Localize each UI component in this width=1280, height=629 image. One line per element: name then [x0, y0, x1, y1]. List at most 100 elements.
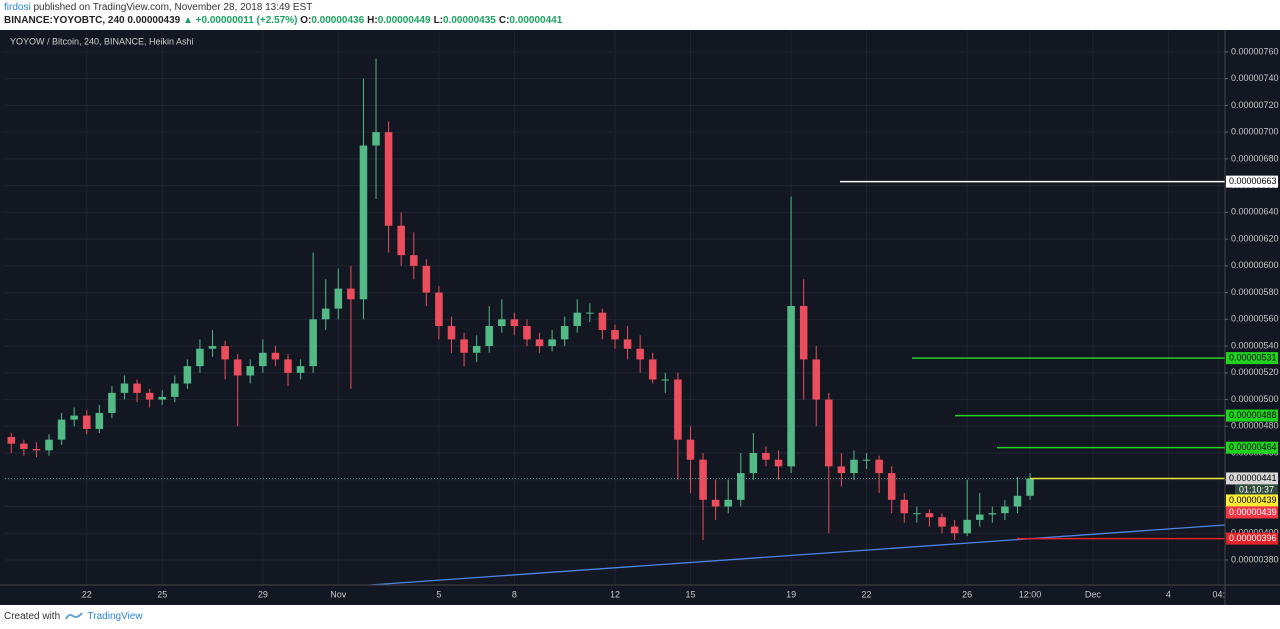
price-box	[1226, 409, 1278, 422]
y-tick-label: 0.00000380	[1231, 554, 1279, 564]
x-tick-label: 26	[962, 589, 972, 599]
price-box	[1226, 441, 1278, 454]
ohlc-value: 0.00000449	[377, 15, 431, 26]
price-box	[1226, 175, 1278, 188]
candle-body	[246, 366, 255, 376]
ohlc-value: 0.00000441	[509, 15, 563, 26]
candle-body	[523, 326, 531, 340]
candle-body	[259, 352, 267, 367]
candle-body	[82, 415, 91, 429]
candle-body	[623, 339, 632, 349]
candle-body	[975, 514, 984, 520]
background	[0, 30, 1280, 605]
candle-body	[963, 519, 971, 534]
price: 0.00000439	[127, 15, 181, 26]
y-tick-label: 0.00000680	[1231, 153, 1279, 163]
candle-body	[95, 412, 104, 429]
y-tick-label: 0.00000640	[1231, 207, 1279, 217]
candle-body	[120, 383, 129, 393]
price-box	[1226, 352, 1278, 365]
brand[interactable]: TradingView	[87, 611, 143, 622]
candle-body	[397, 225, 405, 256]
footer: Created with TradingView	[4, 611, 143, 622]
ohlc-key: C:	[498, 15, 510, 26]
candle-body	[900, 499, 909, 514]
y-tick-label: 0.00000740	[1231, 73, 1279, 83]
change: ▲ +0.00000011 (+2.57%)	[182, 15, 298, 26]
candle-body	[1013, 495, 1022, 507]
price-box-label: 0.00000441	[1229, 473, 1277, 483]
candle-body	[32, 449, 41, 451]
candle-body	[749, 453, 758, 474]
candle-body	[762, 453, 770, 460]
candle-body	[485, 326, 493, 347]
candle-body	[887, 473, 896, 500]
candle-body	[825, 399, 833, 467]
candle-body	[799, 305, 808, 360]
candle-body	[498, 319, 506, 327]
y-tick-label: 0.00000720	[1231, 100, 1279, 110]
y-tick-label: 0.00000560	[1231, 314, 1279, 324]
candle-body	[70, 415, 78, 420]
ohlc-key: H:	[367, 15, 378, 26]
price-box	[1226, 532, 1278, 545]
x-tick-label: 8	[512, 589, 517, 599]
candle-body	[196, 348, 204, 367]
candle-body	[774, 459, 783, 467]
trend-line	[369, 524, 1225, 585]
price-box-label: 0.00000439	[1229, 495, 1277, 505]
candle-body	[611, 330, 619, 340]
candle-body	[988, 513, 997, 515]
y-tick-label: 0.00000700	[1231, 127, 1279, 137]
countdown-box	[1235, 484, 1278, 496]
candle-body	[271, 352, 280, 360]
candle-body	[686, 439, 695, 460]
candle-body	[7, 436, 16, 444]
candle-body	[586, 312, 594, 314]
candle-body	[535, 339, 544, 347]
x-tick-label: Nov	[330, 589, 347, 599]
ohlc: O:0.00000436 H:0.00000449 L:0.00000435 C:0.…	[300, 15, 565, 26]
price-box-label: 0.00000531	[1229, 352, 1277, 362]
countdown: 01:10:37	[1239, 484, 1274, 494]
candle-body	[648, 359, 657, 380]
candle-body	[950, 526, 959, 534]
x-tick-label: 22	[82, 589, 92, 599]
y-tick-label: 0.00000520	[1231, 367, 1279, 377]
price-box	[1226, 472, 1278, 485]
candle-body	[20, 443, 28, 450]
candle-body	[875, 459, 883, 474]
candle-body	[334, 288, 343, 309]
candle-body	[183, 366, 192, 384]
candle-body	[472, 346, 481, 353]
candle-body	[208, 346, 217, 349]
x-tick-label: Dec	[1085, 589, 1102, 599]
candle-body	[158, 396, 166, 400]
candle-body	[674, 379, 682, 440]
candle-body	[133, 383, 141, 393]
x-tick-label: 12	[610, 589, 620, 599]
candle-body	[661, 379, 670, 381]
candle-body	[233, 359, 242, 376]
candle-body	[510, 319, 519, 327]
candle-body	[925, 513, 934, 518]
candle-body	[938, 517, 946, 527]
y-tick-label: 0.00000580	[1231, 287, 1279, 297]
x-tick-label: 29	[258, 589, 268, 599]
candle-body	[284, 359, 292, 373]
symbol-line: BINANCE:YOYOBTC, 240 0.00000439 ▲ +0.000…	[4, 15, 565, 26]
candle-body	[837, 466, 846, 474]
candle-body	[636, 348, 644, 360]
candle-body	[560, 326, 569, 340]
logo	[65, 612, 83, 620]
candle-body	[296, 366, 305, 373]
x-tick-label: 22	[862, 589, 872, 599]
candle-body	[384, 132, 393, 226]
x-tick-label: 15	[685, 589, 695, 599]
author[interactable]: firdosi	[4, 2, 31, 13]
x-tick-label: 25	[157, 589, 167, 599]
plot	[5, 58, 1225, 585]
x-tick-label: 5	[436, 589, 441, 599]
candle-body	[447, 326, 456, 340]
